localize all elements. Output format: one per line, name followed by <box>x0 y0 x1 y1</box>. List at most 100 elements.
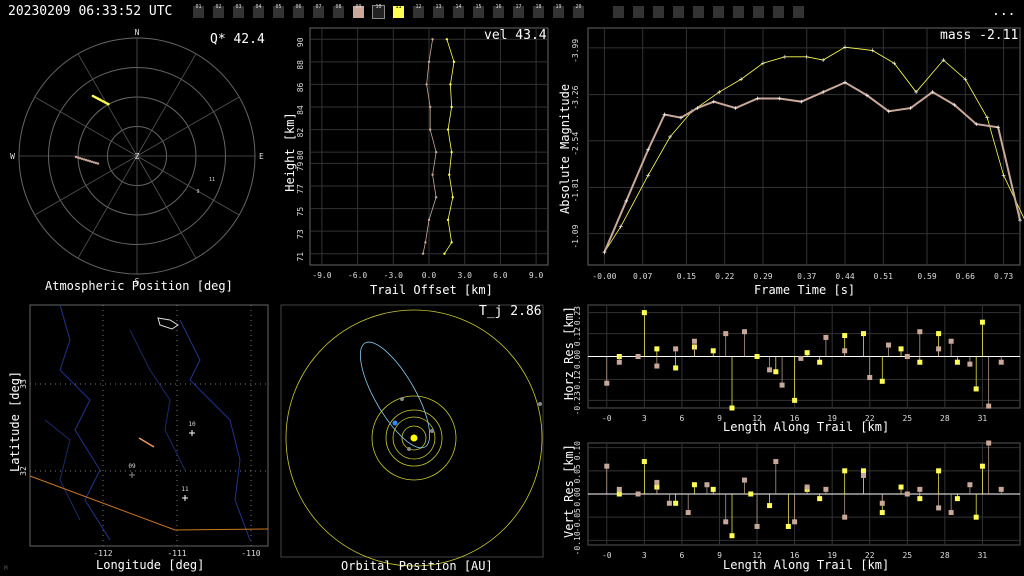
camera-label: 09 <box>355 4 362 10</box>
camera-02[interactable]: 02 <box>213 4 224 18</box>
camera-slot-empty <box>613 6 624 18</box>
hres-xtick: 12 <box>752 414 762 423</box>
vres-point <box>823 486 829 492</box>
vres-xtick: 3 <box>642 551 647 560</box>
logo-mark: M <box>4 565 8 572</box>
vres-point <box>879 500 885 506</box>
hres-point <box>867 374 873 380</box>
mag-xtick: 0.44 <box>835 272 854 281</box>
height-vel: vel 43.4 <box>484 28 547 43</box>
camera-09[interactable]: 09 <box>353 4 364 18</box>
camera-04[interactable]: 04 <box>253 4 264 18</box>
hres-point <box>842 348 848 354</box>
height-xtick: -6.0 <box>348 271 367 280</box>
height-xtick: 9.0 <box>529 271 544 280</box>
station-label: 11 <box>181 486 189 493</box>
mag-ylabel: Absolute Magnitude <box>558 83 572 214</box>
mag-xtick: 0.37 <box>797 272 816 281</box>
vres-xtick: 25 <box>902 551 912 560</box>
hres-point <box>729 405 735 411</box>
height-point <box>425 83 428 86</box>
height-ytick: 73 <box>296 229 305 239</box>
mag-mass: mass -2.11 <box>940 28 1019 43</box>
height-point <box>449 83 452 86</box>
hres-point <box>860 331 866 337</box>
camera-16[interactable]: 16 <box>493 4 504 18</box>
trail-point-tan <box>78 157 82 160</box>
camera-13[interactable]: 13 <box>433 4 444 18</box>
camera-20[interactable]: 20 <box>573 4 584 18</box>
height-ytick: 71 <box>296 252 305 262</box>
station-label: 10 <box>188 421 196 428</box>
map-xtick: -112 <box>93 549 112 558</box>
camera-05[interactable]: 05 <box>273 4 284 18</box>
mag-ytick: -3.99 <box>571 39 580 63</box>
vres-point <box>748 491 754 497</box>
camera-slot-empty <box>713 6 724 18</box>
hres-point <box>754 354 760 359</box>
camera-07[interactable]: 07 <box>313 4 324 18</box>
planet-dot <box>430 429 434 433</box>
camera-slot-empty <box>793 6 804 18</box>
hres-xtick: 6 <box>679 414 684 423</box>
hres-point <box>973 386 979 392</box>
hres-ytick: -0.12 <box>573 370 582 394</box>
polar-spoke <box>34 155 138 216</box>
camera-15[interactable]: 15 <box>473 4 484 18</box>
height-point <box>450 241 453 244</box>
height-point <box>427 218 431 222</box>
camera-10[interactable]: 10 <box>372 4 385 19</box>
camera-14[interactable]: 14 <box>453 4 464 18</box>
hres-point <box>654 346 660 352</box>
camera-08[interactable]: 08 <box>333 4 344 18</box>
camera-03[interactable]: 03 <box>233 4 244 18</box>
hres-point <box>817 359 823 365</box>
camera-12[interactable]: 12 <box>413 4 424 18</box>
hres-ytick: -0.23 <box>573 391 582 415</box>
camera-label: 15 <box>475 4 482 10</box>
hres-point <box>723 331 729 337</box>
map-trail <box>138 437 155 448</box>
lake <box>157 317 179 330</box>
planet-dot <box>538 402 542 406</box>
camera-17[interactable]: 17 <box>513 4 524 18</box>
height-point <box>431 173 434 176</box>
vres-point <box>967 482 973 488</box>
hres-point <box>842 333 848 339</box>
mag-xtick: 0.73 <box>994 272 1013 281</box>
camera-06[interactable]: 06 <box>293 4 304 18</box>
vres-ytick: -0.05 <box>573 508 582 532</box>
map-xlabel: Longitude [deg] <box>96 558 205 572</box>
vres-point <box>641 459 647 465</box>
vres-point <box>860 472 866 478</box>
height-ytick: 80 <box>296 150 305 160</box>
height-series-yellow <box>444 39 455 254</box>
hres-point <box>641 310 647 316</box>
mag-xtick: 0.59 <box>917 272 936 281</box>
camera-label: 13 <box>435 4 442 10</box>
camera-11[interactable]: 11 <box>393 4 404 18</box>
height-point <box>445 38 449 41</box>
trail-point-tan <box>82 158 86 161</box>
camera-18[interactable]: 18 <box>533 4 544 18</box>
sun <box>410 434 418 442</box>
trail-point-tan <box>84 158 88 162</box>
height-point <box>450 105 453 109</box>
menu-button[interactable]: ... <box>992 4 1016 19</box>
camera-label: 18 <box>535 4 542 10</box>
hres-point <box>879 378 885 384</box>
camera-01[interactable]: 01 <box>193 4 204 18</box>
vres-point <box>710 486 716 492</box>
vres-point <box>986 440 992 446</box>
camera-label: 06 <box>295 4 302 10</box>
trail-point-tan <box>94 161 98 165</box>
border-line <box>29 475 269 531</box>
mag-xtick: 0.15 <box>677 272 696 281</box>
hres-xlabel: Length Along Trail [km] <box>723 420 890 434</box>
vres-point <box>804 484 810 490</box>
map-xtick: -111 <box>167 549 186 558</box>
vres-xtick: 31 <box>978 551 988 560</box>
hres-point <box>673 365 679 371</box>
camera-19[interactable]: 19 <box>553 4 564 18</box>
